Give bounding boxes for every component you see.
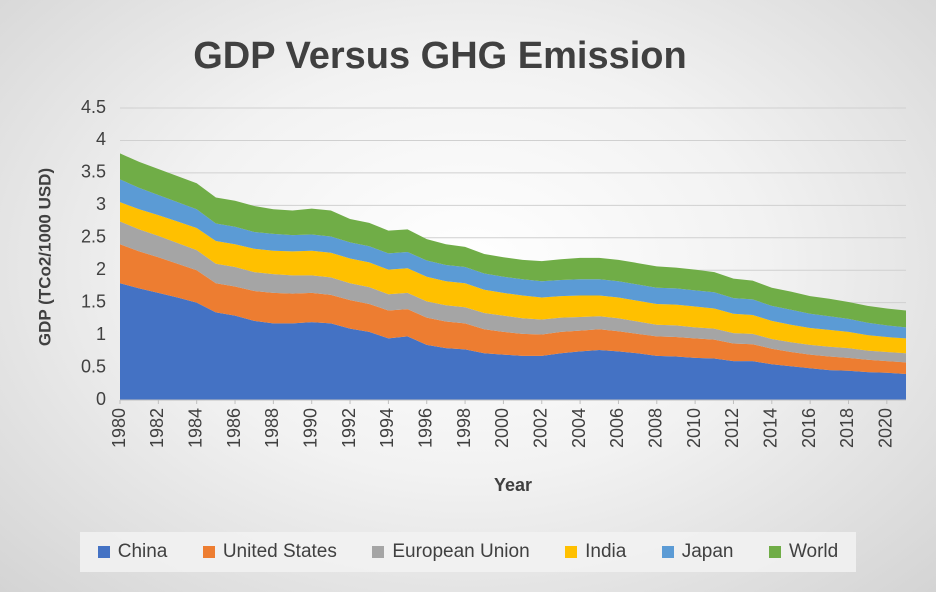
legend-label: Japan [681, 541, 734, 562]
x-tick-label: 1982 [147, 408, 167, 448]
x-axis-label: Year [494, 475, 532, 495]
x-tick-label: 1980 [109, 408, 129, 448]
x-tick-label: 2006 [607, 408, 627, 448]
legend-item: United States [202, 541, 337, 563]
legend: China United States European Union India Jap… [80, 532, 856, 572]
y-tick-label: 2.5 [81, 227, 106, 247]
legend-item: European Union [372, 541, 530, 563]
legend-swatch [661, 546, 674, 558]
x-tick-label: 2020 [876, 408, 896, 448]
legend-item: Japan [661, 541, 734, 563]
x-tick-label: 2002 [531, 408, 551, 448]
area [120, 221, 906, 363]
x-tick-label: 2012 [722, 408, 742, 448]
legend-swatch [97, 546, 110, 558]
y-tick-label: 3.5 [81, 162, 106, 182]
x-tick-label: 1988 [262, 408, 282, 448]
legend-label: World [788, 541, 839, 562]
x-tick-label: 2000 [492, 408, 512, 448]
x-tick-label: 1998 [454, 408, 474, 448]
y-tick-label: 2 [96, 259, 106, 279]
x-tick-label: 1994 [377, 408, 397, 448]
x-tick-label: 2010 [684, 408, 704, 448]
x-tick-label: 1990 [300, 408, 320, 448]
chart-title: GDP Versus GHG Emission [193, 35, 686, 77]
y-tick-label: 0 [96, 389, 106, 409]
y-tick-label: 0.5 [81, 356, 106, 376]
x-tick-label: 2016 [799, 408, 819, 448]
x-tick-label: 2018 [837, 408, 857, 448]
y-tick-label: 1.5 [81, 291, 106, 311]
y-tick-label: 1 [96, 324, 106, 344]
y-axis-label: GDP (TCo2/1000 USD) [35, 168, 54, 346]
legend-label: China [117, 541, 168, 562]
area [120, 202, 906, 354]
x-tick-label: 1984 [185, 408, 205, 448]
legend-label: United States [222, 541, 337, 562]
y-tick-label: 4 [96, 129, 106, 149]
x-tick-label: 1996 [415, 408, 435, 448]
y-tick-label: 3 [96, 194, 106, 214]
legend-item: China [97, 541, 168, 563]
legend-swatch [768, 546, 781, 558]
area [120, 244, 906, 375]
legend-item: India [565, 541, 626, 563]
x-tick-label: 1986 [224, 408, 244, 448]
legend-swatch [565, 546, 578, 558]
legend-label: European Union [392, 541, 530, 562]
x-tick-label: 1992 [339, 408, 359, 448]
legend-item: World [768, 541, 839, 563]
legend-swatch [202, 546, 215, 558]
x-tick-label: 2008 [646, 408, 666, 448]
y-tick-label: 4.5 [81, 97, 106, 117]
legend-label: India [585, 541, 627, 562]
x-tick-label: 2004 [569, 408, 589, 448]
area [120, 179, 906, 339]
area [120, 153, 906, 328]
x-tick-label: 2014 [761, 408, 781, 448]
area [120, 283, 906, 400]
legend-swatch [372, 546, 385, 558]
